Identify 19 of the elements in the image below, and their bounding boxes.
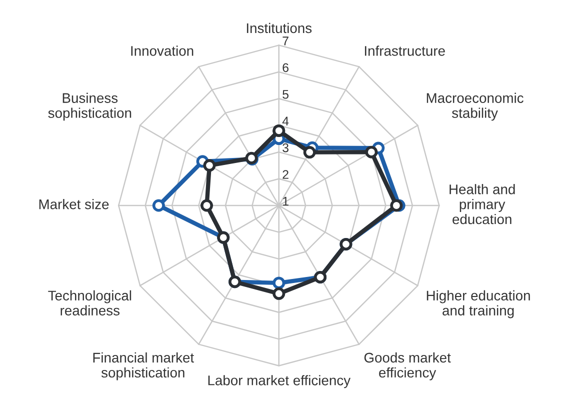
y-tick-label: 4 <box>282 116 289 126</box>
spoke-label: Financial market sophistication <box>93 352 194 380</box>
y-tick-label: 6 <box>282 63 288 72</box>
y-tick-label: 7 <box>282 36 288 46</box>
spoke-label: Institutions <box>246 22 312 34</box>
spoke-label: Market size <box>39 199 109 210</box>
y-tick-label: 3 <box>282 143 288 152</box>
spoke-label: Health and primary education <box>450 184 515 224</box>
y-tick-label: 5 <box>282 90 289 99</box>
spoke-label: Goods market efficiency <box>364 352 451 380</box>
spoke-label: Innovation <box>131 46 194 56</box>
spoke-label: Higher education and training <box>426 290 530 318</box>
spoke-label: Technological readiness <box>48 290 132 316</box>
spoke-label: Business sophistication <box>48 92 132 121</box>
y-tick-label: 2 <box>282 170 288 179</box>
spoke-label: Macroeconomic stability <box>426 92 524 121</box>
spoke-label: Labor market efficiency <box>208 375 351 388</box>
spoke-label: Infrastructure <box>364 46 445 56</box>
y-tick-label: 1 <box>283 196 288 206</box>
